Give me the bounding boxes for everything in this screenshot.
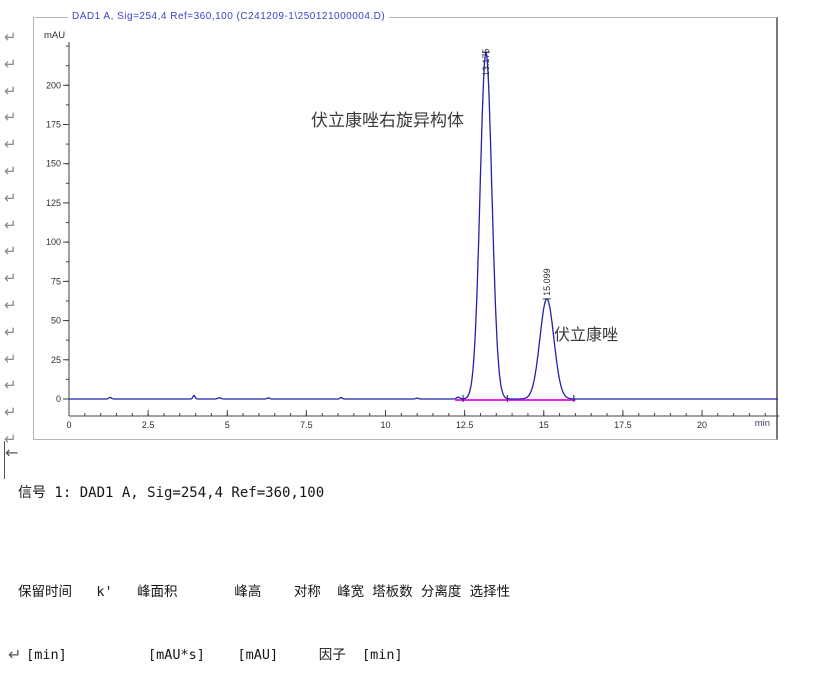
y-tick-label: 50 (51, 316, 61, 326)
peak-results-table: 保留时间 k' 峰面积 峰高 对称 峰宽 塔板数 分离度 选择性 [min] [… (18, 540, 587, 675)
peak1-annotation: 伏立康唑右旋异构体 (311, 111, 464, 130)
line-break-mark: ↵ (4, 269, 17, 288)
x-tick-label: 0 (66, 420, 71, 430)
x-tick-label: 12.5 (456, 420, 474, 430)
y-tick-label: 25 (51, 355, 61, 365)
line-break-mark: ↵ (4, 430, 17, 448)
line-break-mark: ↵ (4, 28, 17, 46)
x-tick-label: 5 (225, 420, 230, 430)
y-tick-label: 150 (46, 159, 61, 169)
signal-heading[interactable]: 信号 1: DAD1 A, Sig=254,4 Ref=360,100 (18, 485, 325, 501)
peak-rt-label: 13.175 (481, 48, 491, 76)
line-break-mark: ↵ (4, 108, 17, 127)
y-tick-label: 175 (46, 119, 61, 129)
chromatogram-image[interactable]: 0 25 50 75 100 125 150 175 200 0 2.5 5 7.5 10 12.5 15 17… (33, 11, 779, 440)
signal-trace (69, 50, 778, 400)
line-break-mark: ↵ (4, 81, 17, 100)
x-tick-label: 17.5 (614, 420, 632, 430)
paragraph-return-mark-bottom: ↵ (8, 645, 22, 664)
line-break-mark: ↵ (4, 376, 17, 395)
line-break-mark: ↵ (4, 296, 17, 314)
x-tick-label: 20 (697, 420, 707, 430)
line-break-mark: ↵ (4, 403, 17, 422)
line-break-marks-column: ↵ ↵ ↵ ↵ ↵ ↵ ↵ ↵ ↵ ↵ ↵ ↵ ↵ ↵ ↵ ↵ (2, 30, 30, 450)
y-tick-label: 0 (56, 394, 61, 404)
x-tick-label: 2.5 (142, 420, 155, 430)
y-tick-label: 100 (46, 237, 61, 247)
x-tick-label: 7.5 (300, 420, 313, 430)
line-break-mark: ↵ (4, 322, 17, 341)
table-units-row[interactable]: [min] [mAU*s] [mAU] 因子 [min] (18, 647, 403, 663)
line-break-mark: ↵ (4, 215, 17, 234)
line-break-mark: ↵ (4, 54, 17, 73)
y-axis-unit-label: mAU (44, 30, 66, 41)
x-tick-label: 15 (539, 420, 549, 430)
line-break-mark: ↵ (4, 188, 17, 207)
table-header-row[interactable]: 保留时间 k' 峰面积 峰高 对称 峰宽 塔板数 分离度 选择性 (18, 584, 511, 600)
y-tick-label: 125 (46, 198, 61, 208)
x-tick-label: 10 (380, 420, 390, 430)
peak2-annotation: 伏立康唑 (554, 327, 619, 344)
text-cursor (4, 441, 5, 479)
peak-rt-label: 15.099 (542, 268, 552, 296)
chart-title: DAD1 A, Sig=254,4 Ref=360,100 (C241209-1… (68, 11, 390, 22)
paragraph-return-mark: ← (5, 443, 19, 462)
x-axis-unit-label: min (754, 418, 770, 429)
line-break-mark: ↵ (4, 162, 17, 180)
y-tick-label: 75 (51, 276, 61, 286)
line-break-mark: ↵ (4, 135, 17, 154)
y-tick-label: 200 (46, 80, 61, 90)
chromatogram-plot: 0 25 50 75 100 125 150 175 200 0 2.5 5 7.5 10 12.5 15 17… (46, 42, 779, 430)
line-break-mark: ↵ (4, 242, 17, 261)
line-break-mark: ↵ (4, 349, 17, 368)
